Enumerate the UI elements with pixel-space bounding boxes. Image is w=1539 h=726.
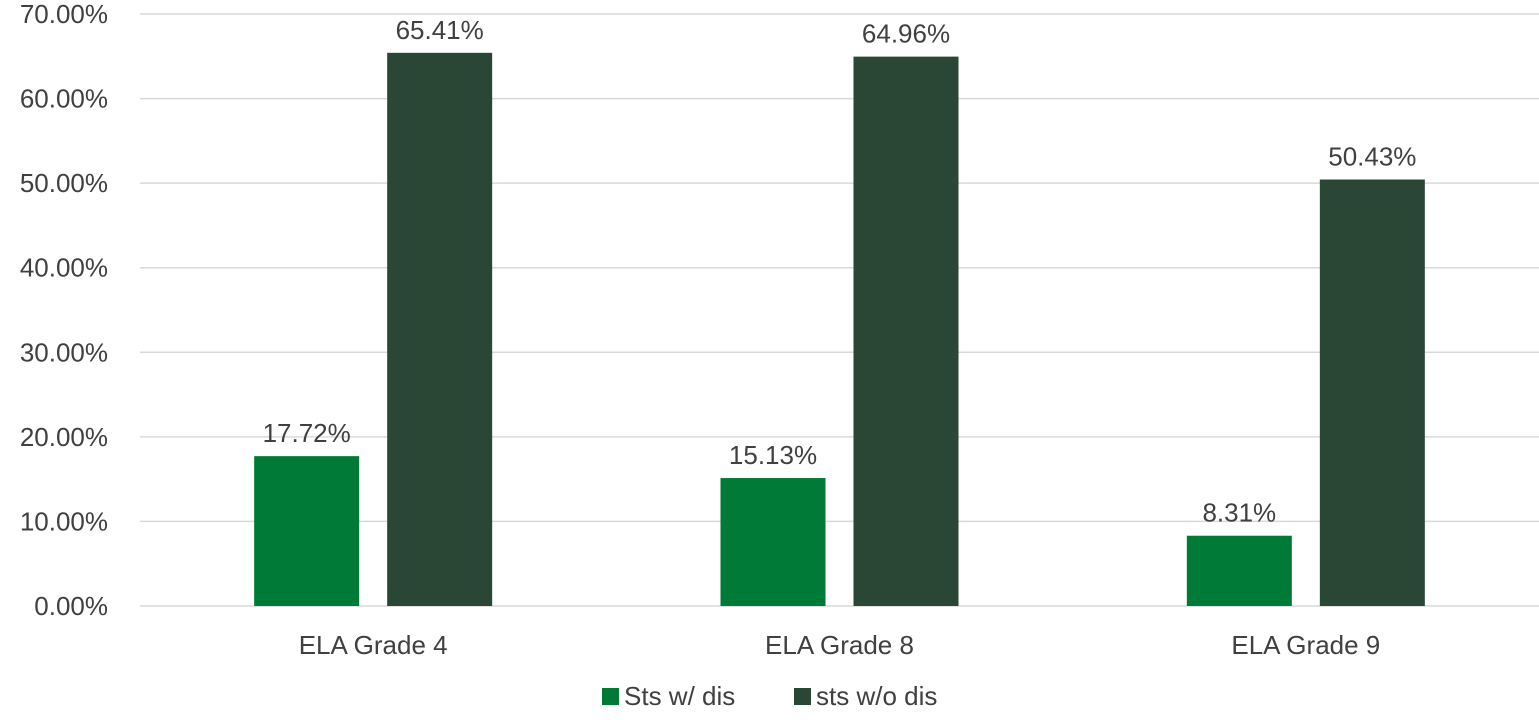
bar-sts-wo-dis xyxy=(387,53,492,606)
legend-item-sts-wo-dis: sts w/o dis xyxy=(794,681,937,711)
y-tick-label: 70.00% xyxy=(20,0,108,29)
data-label: 17.72% xyxy=(263,418,351,448)
legend-label: Sts w/ dis xyxy=(624,681,735,711)
bar-sts-w-dis xyxy=(1187,536,1292,606)
data-label: 65.41% xyxy=(396,15,484,45)
y-tick-label: 60.00% xyxy=(20,84,108,114)
y-tick-label: 50.00% xyxy=(20,168,108,198)
bar-sts-w-dis xyxy=(254,456,359,606)
bar-sts-wo-dis xyxy=(1320,180,1425,606)
y-tick-label: 10.00% xyxy=(20,506,108,536)
legend-label: sts w/o dis xyxy=(816,681,937,711)
y-tick-label: 20.00% xyxy=(20,422,108,452)
bar-sts-w-dis xyxy=(721,478,826,606)
data-label: 50.43% xyxy=(1328,142,1416,172)
y-axis-tick-labels: 0.00% 10.00% 20.00% 30.00% 40.00% 50.00% 60.00… xyxy=(20,0,108,621)
y-tick-label: 40.00% xyxy=(20,253,108,283)
x-tick-label: ELA Grade 8 xyxy=(765,630,914,660)
legend-swatch xyxy=(794,688,811,705)
data-label: 64.96% xyxy=(862,19,950,49)
legend-item-sts-w-dis: Sts w/ dis xyxy=(602,681,735,711)
x-axis-tick-labels: ELA Grade 4 ELA Grade 8 ELA Grade 9 xyxy=(299,630,1381,660)
data-label: 15.13% xyxy=(729,440,817,470)
data-label: 8.31% xyxy=(1202,498,1276,528)
y-tick-label: 30.00% xyxy=(20,337,108,367)
legend: Sts w/ dis sts w/o dis xyxy=(602,681,937,711)
x-tick-label: ELA Grade 9 xyxy=(1231,630,1380,660)
bar-sts-wo-dis xyxy=(854,57,959,606)
y-tick-label: 0.00% xyxy=(34,591,108,621)
legend-swatch xyxy=(602,688,619,705)
x-tick-label: ELA Grade 4 xyxy=(299,630,448,660)
